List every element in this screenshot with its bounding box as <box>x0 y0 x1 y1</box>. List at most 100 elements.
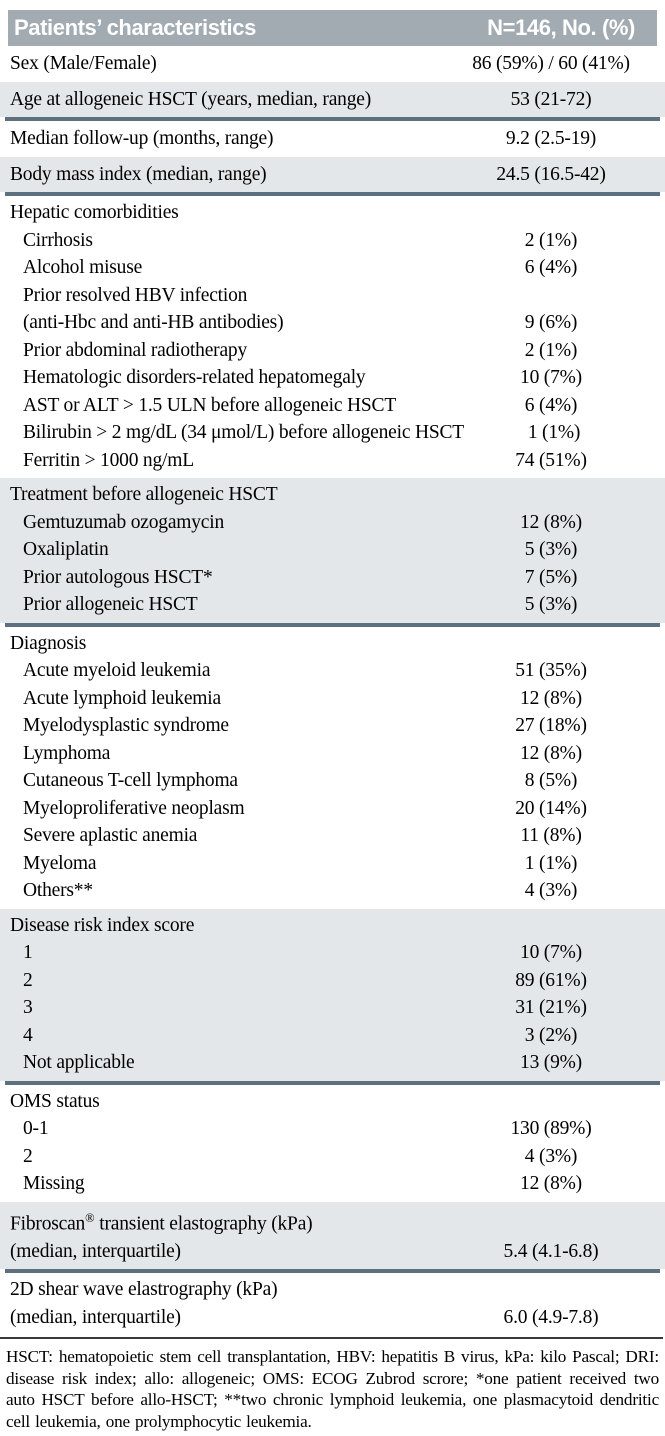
row-label: Prior resolved HBV infection <box>23 284 248 306</box>
row-value: 89 (61%) <box>515 969 587 991</box>
row-value: 24.5 (16.5-42) <box>496 163 606 185</box>
row-value: 1 (1%) <box>524 852 578 874</box>
row-value: 51 (35%) <box>515 660 587 681</box>
row-label: Age at allogeneic HSCT (years, median, r… <box>10 88 372 110</box>
table-section: Sex (Male/Female) 86 (59%) / 60 (41%) <box>0 46 665 82</box>
row-value: 12 (8%) <box>520 511 582 533</box>
row-label: AST or ALT > 1.5 ULN before allogeneic H… <box>23 394 397 416</box>
row-label: Cirrhosis <box>23 229 93 251</box>
row-label: Diagnosis <box>10 632 87 654</box>
table-body: Sex (Male/Female) 86 (59%) / 60 (41%) Age … <box>0 46 665 1339</box>
table-row: (median, interquartile) 6.0 (4.9-7.8) <box>0 1304 665 1332</box>
table-section: Median follow-up (months, range) 9.2 (2.5… <box>0 121 665 157</box>
table-header-title: Patients’ characteristics <box>14 15 256 40</box>
table-row: Treatment before allogeneic HSCT <box>0 481 665 509</box>
row-label: Myelodysplastic syndrome <box>23 715 229 736</box>
row-value: 5.4 (4.1-6.8) <box>503 1240 599 1262</box>
row-value: 8 (5%) <box>524 770 578 791</box>
row-value: 10 (7%) <box>520 367 582 388</box>
table-row: Prior allogeneic HSCT 5 (3%) <box>0 591 665 619</box>
table-row: Cirrhosis 2 (1%) <box>0 227 665 255</box>
table-section: Fibroscan® transient elastography (kPa)(… <box>0 1201 665 1269</box>
row-label: Not applicable <box>23 1052 135 1073</box>
table-row: Hepatic comorbidities <box>0 199 665 227</box>
row-label: (anti-Hbc and anti-HB antibodies) <box>23 312 284 333</box>
table-row: Oxaliplatin 5 (3%) <box>0 536 665 564</box>
row-value: 6.0 (4.9-7.8) <box>503 1306 599 1328</box>
row-value: 1 (1%) <box>527 422 581 443</box>
row-value: 31 (21%) <box>515 997 587 1018</box>
row-value: 2 (1%) <box>524 229 578 251</box>
registered-mark: ® <box>85 1210 95 1225</box>
table-section: Age at allogeneic HSCT (years, median, r… <box>0 81 665 117</box>
row-label: Prior allogeneic HSCT <box>23 594 198 615</box>
row-value: 5 (3%) <box>524 539 578 560</box>
table-row: Diagnosis <box>0 630 665 658</box>
row-label: Treatment before allogeneic HSCT <box>10 484 278 505</box>
table-row: Bilirubin > 2 mg/dL (34 μmol/L) before a… <box>0 419 665 447</box>
table-row: (anti-Hbc and anti-HB antibodies) 9 (6%) <box>0 309 665 337</box>
table-row: Prior resolved HBV infection <box>0 282 665 310</box>
row-value: 5 (3%) <box>524 594 578 615</box>
row-value: 10 (7%) <box>520 942 582 963</box>
row-value: 74 (51%) <box>515 449 587 471</box>
row-label: (median, interquartile) <box>10 1306 181 1328</box>
table-row: 2D shear wave elastrography (kPa) <box>0 1276 665 1304</box>
table-row: 0-1 130 (89%) <box>0 1115 665 1143</box>
section-divider <box>5 1080 660 1085</box>
row-label: Gemtuzumab ozogamycin <box>23 511 225 533</box>
table-section: Hepatic comorbidities Cirrhosis 2 (1%) Alco… <box>0 196 665 478</box>
row-value: 130 (89%) <box>510 1118 592 1139</box>
row-value: 6 (4%) <box>524 257 578 278</box>
row-label: 2 <box>23 969 33 991</box>
table-row: Myelodysplastic syndrome 27 (18%) <box>0 712 665 740</box>
table-row: Cutaneous T-cell lymphoma 8 (5%) <box>0 767 665 795</box>
table-row: Hematologic disorders-related hepatomega… <box>0 364 665 392</box>
table-row: 2 4 (3%) <box>0 1143 665 1171</box>
row-label: Oxaliplatin <box>23 539 109 560</box>
table-row: Others** 4 (3%) <box>0 877 665 905</box>
row-value: 53 (21-72) <box>510 88 592 110</box>
row-value: 2 (1%) <box>524 339 578 361</box>
row-label: Prior abdominal radiotherapy <box>23 339 248 361</box>
row-value: 6 (4%) <box>524 394 578 416</box>
row-label: Hematologic disorders-related hepatomega… <box>23 367 366 388</box>
footnote-divider <box>0 1337 663 1339</box>
row-label: Fibroscan® transient elastography (kPa) <box>0 1205 461 1238</box>
table-row: Alcohol misuse 6 (4%) <box>0 254 665 282</box>
row-label: Hepatic comorbidities <box>10 202 179 223</box>
row-value: 3 (2%) <box>524 1024 578 1046</box>
table-row: (median, interquartile) 5.4 (4.1-6.8) <box>0 1238 665 1266</box>
row-label: 2 <box>23 1145 33 1167</box>
row-value: 86 (59%) / 60 (41%) <box>472 53 630 74</box>
table-row: Acute lymphoid leukemia 12 (8%) <box>0 685 665 713</box>
table-row: Lymphoma 12 (8%) <box>0 740 665 768</box>
table-row: Gemtuzumab ozogamycin 12 (8%) <box>0 509 665 537</box>
row-label: Acute myeloid leukemia <box>23 660 211 681</box>
table-row: 3 31 (21%) <box>0 994 665 1022</box>
row-label: Myeloma <box>23 852 97 874</box>
table-section: 2D shear wave elastrography (kPa) (median… <box>0 1273 665 1335</box>
row-value: 13 (9%) <box>520 1052 582 1073</box>
row-label: OMS status <box>10 1090 100 1112</box>
row-value: 4 (3%) <box>524 1145 578 1167</box>
row-label: Acute lymphoid leukemia <box>23 687 221 709</box>
row-label: Ferritin > 1000 ng/mL <box>23 449 194 471</box>
row-value: 11 (8%) <box>520 825 582 846</box>
row-value: 9.2 (2.5-19) <box>505 128 597 149</box>
table-row: Disease risk index score <box>0 912 665 940</box>
table-row: OMS status <box>0 1088 665 1116</box>
row-value: 4 (3%) <box>524 880 578 901</box>
table-header: Patients’ characteristics N=146, No. (%) <box>8 10 657 46</box>
row-value: 20 (14%) <box>515 797 587 819</box>
row-label: Sex (Male/Female) <box>10 53 157 74</box>
section-divider <box>5 192 660 196</box>
row-label: Median follow-up (months, range) <box>10 128 274 149</box>
table-row: Ferritin > 1000 ng/mL 74 (51%) <box>0 447 665 475</box>
table-header-count: N=146, No. (%) <box>487 15 635 40</box>
table-row: 1 10 (7%) <box>0 939 665 967</box>
row-label: Alcohol misuse <box>23 257 143 278</box>
section-divider <box>5 117 660 121</box>
table-row: Sex (Male/Female) 86 (59%) / 60 (41%) <box>0 50 665 78</box>
table-row: Age at allogeneic HSCT (years, median, r… <box>0 86 665 114</box>
